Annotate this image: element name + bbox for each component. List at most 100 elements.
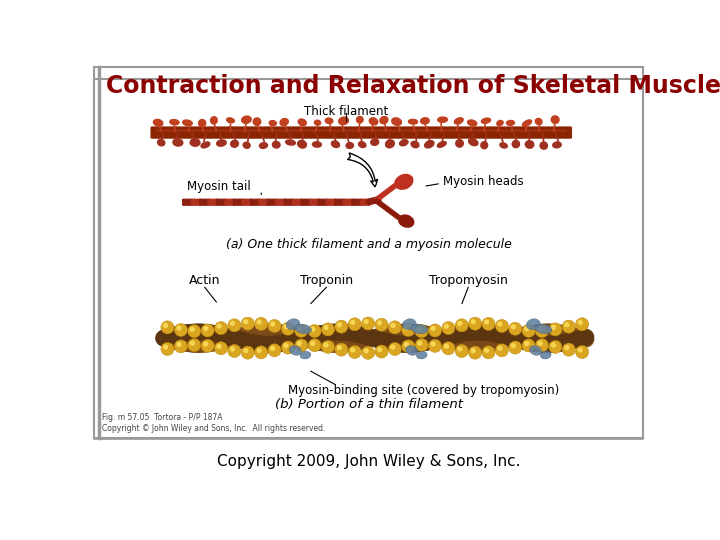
Circle shape (335, 343, 348, 356)
Circle shape (418, 327, 422, 331)
Circle shape (190, 341, 194, 345)
Ellipse shape (297, 140, 307, 148)
Circle shape (348, 346, 361, 359)
FancyBboxPatch shape (94, 67, 642, 438)
FancyBboxPatch shape (351, 199, 362, 206)
Ellipse shape (170, 119, 179, 125)
Circle shape (428, 339, 441, 353)
Circle shape (536, 325, 549, 338)
Ellipse shape (243, 142, 250, 149)
Circle shape (190, 327, 194, 331)
Circle shape (455, 319, 468, 332)
FancyBboxPatch shape (182, 199, 193, 206)
Circle shape (377, 321, 382, 325)
Circle shape (297, 342, 301, 346)
FancyBboxPatch shape (216, 199, 227, 206)
Ellipse shape (286, 319, 300, 330)
Ellipse shape (217, 140, 226, 146)
Ellipse shape (535, 324, 552, 334)
FancyBboxPatch shape (309, 199, 320, 206)
Ellipse shape (530, 346, 541, 355)
Circle shape (415, 325, 428, 338)
Circle shape (321, 323, 335, 336)
Circle shape (552, 343, 555, 347)
Circle shape (549, 340, 562, 354)
Text: Myosin heads: Myosin heads (443, 176, 523, 188)
Circle shape (538, 327, 542, 331)
Circle shape (472, 320, 475, 323)
Circle shape (201, 339, 215, 353)
Circle shape (525, 327, 528, 331)
Ellipse shape (400, 140, 408, 146)
Circle shape (324, 343, 328, 347)
Ellipse shape (331, 141, 340, 147)
Circle shape (482, 318, 495, 330)
Circle shape (177, 342, 181, 346)
FancyBboxPatch shape (318, 199, 328, 206)
Circle shape (308, 339, 321, 352)
Circle shape (391, 323, 395, 327)
Circle shape (215, 342, 228, 355)
Circle shape (402, 323, 415, 336)
Circle shape (241, 346, 254, 359)
Circle shape (442, 321, 455, 335)
Circle shape (217, 345, 221, 348)
Circle shape (482, 346, 495, 359)
FancyBboxPatch shape (325, 199, 336, 206)
Circle shape (364, 349, 368, 353)
Ellipse shape (359, 141, 366, 147)
Circle shape (428, 324, 441, 337)
Circle shape (552, 326, 555, 329)
Text: Copyright 2009, John Wiley & Sons, Inc.: Copyright 2009, John Wiley & Sons, Inc. (217, 454, 521, 469)
Ellipse shape (402, 319, 416, 330)
Ellipse shape (482, 118, 490, 123)
Circle shape (324, 326, 328, 329)
Ellipse shape (526, 141, 534, 148)
Circle shape (508, 322, 522, 335)
Circle shape (575, 318, 589, 331)
Circle shape (174, 340, 187, 353)
Ellipse shape (369, 118, 378, 125)
Ellipse shape (280, 119, 288, 126)
Circle shape (204, 327, 207, 330)
Ellipse shape (540, 142, 547, 149)
Ellipse shape (416, 351, 427, 359)
FancyBboxPatch shape (266, 199, 277, 206)
Text: Myosin tail: Myosin tail (187, 180, 251, 193)
Text: Myosin-binding site (covered by tropomyosin): Myosin-binding site (covered by tropomyo… (287, 384, 559, 397)
Ellipse shape (253, 118, 261, 125)
Circle shape (351, 348, 355, 352)
Ellipse shape (481, 141, 487, 149)
Circle shape (498, 347, 502, 350)
Circle shape (525, 342, 528, 346)
Ellipse shape (230, 140, 238, 147)
Circle shape (271, 322, 274, 326)
Ellipse shape (158, 139, 165, 146)
Circle shape (565, 323, 569, 327)
Ellipse shape (312, 142, 321, 147)
Circle shape (257, 348, 261, 353)
Ellipse shape (408, 119, 418, 124)
Circle shape (469, 346, 482, 359)
Ellipse shape (395, 174, 413, 189)
Ellipse shape (259, 143, 268, 148)
Circle shape (282, 322, 294, 335)
FancyBboxPatch shape (334, 199, 345, 206)
Circle shape (217, 324, 221, 328)
Ellipse shape (338, 117, 348, 125)
Circle shape (230, 321, 235, 325)
Circle shape (391, 345, 395, 349)
Circle shape (418, 341, 422, 345)
FancyBboxPatch shape (191, 199, 201, 206)
Ellipse shape (386, 140, 395, 148)
FancyBboxPatch shape (156, 130, 567, 132)
Ellipse shape (272, 141, 280, 148)
Circle shape (284, 325, 288, 329)
Ellipse shape (553, 142, 562, 148)
Ellipse shape (227, 118, 234, 123)
Circle shape (485, 320, 488, 324)
Ellipse shape (411, 324, 428, 334)
Text: Actin: Actin (189, 274, 220, 287)
Ellipse shape (173, 139, 183, 146)
Circle shape (536, 339, 549, 352)
